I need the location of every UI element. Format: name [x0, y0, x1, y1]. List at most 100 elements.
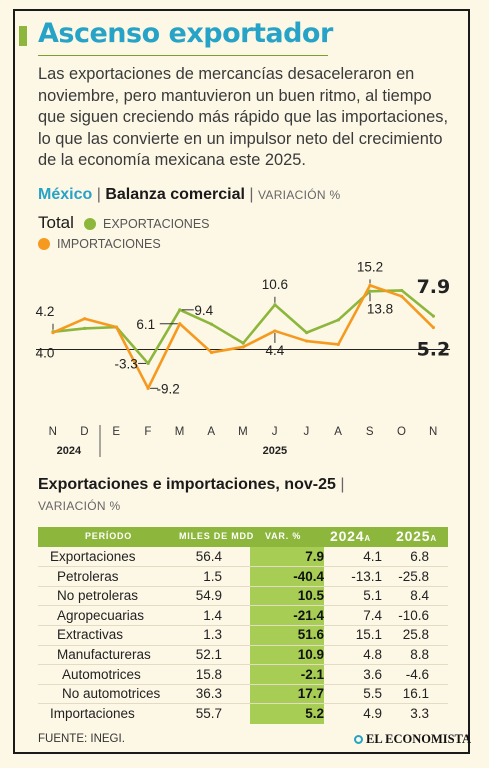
- row-2025: 8.8: [410, 647, 429, 662]
- data-label: 9.4: [194, 303, 213, 318]
- row-2025: 3.3: [410, 705, 429, 721]
- data-point-exports: [241, 341, 245, 345]
- table-row: Extractivas 1.3 51.6 15.1 25.8: [38, 625, 448, 645]
- chart-heading-name: Balanza comercial: [105, 186, 245, 203]
- year-label: 2025: [263, 445, 287, 457]
- data-point-exports: [368, 289, 372, 293]
- x-tick-label: S: [366, 426, 374, 438]
- x-tick-label: D: [80, 426, 89, 438]
- data-point-exports: [431, 314, 435, 318]
- title-accent-bar: [19, 26, 27, 46]
- x-tick-label: F: [144, 426, 152, 438]
- table-row: No automotrices 36.3 17.7 5.5 16.1: [38, 684, 448, 704]
- legend-imports: IMPORTACIONES: [38, 237, 161, 251]
- intro-text: Las exportaciones de mercancías desacele…: [38, 65, 449, 169]
- x-tick-label: M: [238, 426, 248, 438]
- table-heading: Exportaciones e importaciones, nov-25 |: [38, 476, 344, 494]
- source-note: FUENTE: INEGI.: [38, 733, 125, 745]
- row-label: Importaciones: [50, 705, 135, 721]
- header-var: VAR. %: [265, 531, 302, 541]
- row-var: -2.1: [300, 666, 324, 682]
- data-label: 15.2: [357, 259, 383, 274]
- var-column-highlight: [250, 547, 324, 724]
- data-label: 5.2: [417, 339, 451, 361]
- row-var: 10.9: [297, 647, 324, 662]
- data-point-imports: [400, 294, 404, 298]
- row-2025: 8.4: [410, 588, 429, 604]
- row-divider: [38, 566, 448, 568]
- table-row: Automotrices 15.8 -2.1 3.6 -4.6: [38, 665, 448, 685]
- row-label: Petroleras: [57, 568, 119, 584]
- table-heading-separator: |: [340, 476, 345, 493]
- row-divider: [38, 703, 448, 705]
- row-2025: 6.8: [410, 549, 429, 564]
- table-header: PERÍODO MILES DE MDD VAR. % 2024A 2025A: [38, 527, 448, 547]
- data-point-imports: [273, 329, 277, 333]
- data-point-imports: [51, 331, 55, 335]
- row-divider: [38, 585, 448, 587]
- x-tick-label: A: [334, 426, 342, 438]
- row-mdd: 36.3: [195, 686, 222, 702]
- header-2024-suffix: A: [364, 534, 371, 543]
- data-label: 13.8: [367, 301, 393, 316]
- x-tick-label: A: [207, 426, 215, 438]
- x-tick-label: O: [397, 426, 406, 438]
- data-point-imports: [209, 350, 214, 355]
- data-point-exports: [209, 322, 214, 326]
- data-label: -9.2: [156, 381, 179, 396]
- header-period: PERÍODO: [85, 531, 133, 541]
- table-row: Exportaciones 56.4 7.9 4.1 6.8: [38, 547, 448, 567]
- table-heading-unit: VARIACIÓN %: [38, 499, 121, 513]
- chart-heading-separator-1: |: [96, 186, 101, 203]
- data-label: 4.4: [266, 343, 285, 358]
- row-mdd: 1.4: [203, 607, 222, 623]
- data-label: 10.6: [262, 277, 288, 292]
- header-2025: 2025A: [396, 528, 436, 544]
- row-divider: [38, 644, 448, 646]
- header-2025-suffix: A: [430, 534, 437, 543]
- row-var: 17.7: [297, 686, 324, 702]
- x-tick-label: J: [272, 426, 278, 438]
- data-point-imports: [83, 317, 87, 321]
- data-point-imports: [336, 342, 340, 347]
- row-2024: 7.4: [363, 607, 382, 623]
- row-2025: -25.8: [398, 568, 429, 584]
- legend-imports-dot-icon: [38, 238, 50, 250]
- data-point-imports: [241, 345, 245, 349]
- table-row: Importaciones 55.7 5.2 4.9 3.3: [38, 704, 448, 724]
- data-point-exports: [305, 331, 309, 335]
- row-label: No automotrices: [62, 686, 161, 702]
- x-tick-label: M: [175, 426, 185, 438]
- data-point-exports: [83, 326, 87, 330]
- el-economista-logo-icon: [354, 735, 363, 744]
- header-mdd: MILES DE MDD: [179, 531, 255, 541]
- data-point-exports: [273, 303, 277, 307]
- year-label: 2024: [57, 445, 82, 457]
- row-2024: -13.1: [351, 568, 382, 584]
- row-label: Agropecuarias: [57, 607, 145, 623]
- table-row: Manufactureras 52.1 10.9 4.8 8.8: [38, 645, 448, 665]
- row-label: Manufactureras: [57, 647, 151, 662]
- row-2024: 3.6: [363, 666, 382, 682]
- data-point-imports: [431, 325, 435, 330]
- balance-line-chart: 4.2 4.0 -3.3 -9.2 6.1 9.4 10.6 4.4 15.2 13.8 7.9 5.…: [36, 259, 451, 457]
- row-mdd: 15.8: [195, 666, 222, 682]
- row-divider: [38, 624, 448, 626]
- row-divider: [38, 683, 448, 685]
- row-2024: 4.1: [363, 549, 382, 564]
- row-2024: 4.8: [363, 647, 382, 662]
- row-var: 5.2: [305, 705, 324, 721]
- row-2025: -10.6: [398, 607, 429, 623]
- header-2025-year: 2025: [396, 528, 431, 544]
- data-point-exports: [400, 288, 404, 293]
- data-point-imports: [146, 386, 150, 390]
- data-label: 4.0: [36, 346, 55, 361]
- chart-heading-country: México: [38, 186, 93, 203]
- row-mdd: 1.3: [203, 627, 222, 643]
- row-label: No petroleras: [57, 588, 139, 604]
- legend-exports-label: EXPORTACIONES: [103, 217, 210, 231]
- chart-heading-unit: VARIACIÓN %: [258, 188, 341, 202]
- table-row: Agropecuarias 1.4 -21.4 7.4 -10.6: [38, 606, 448, 626]
- row-mdd: 1.5: [203, 568, 222, 584]
- brand-name: EL ECONOMISTA: [366, 732, 471, 746]
